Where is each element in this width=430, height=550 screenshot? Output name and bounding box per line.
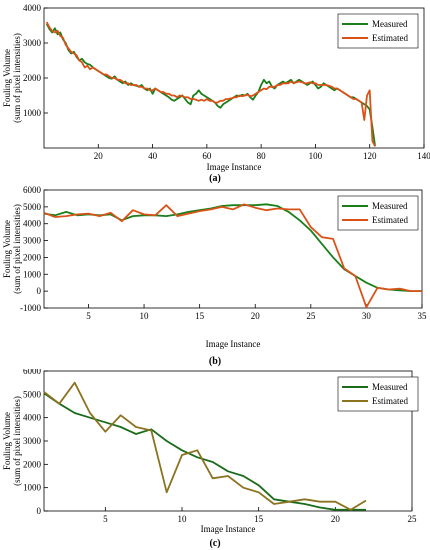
- x-axis-label: Image Instance: [207, 162, 262, 172]
- y-tick-label: 5000: [23, 202, 42, 212]
- x-tick-label: 35: [418, 311, 428, 321]
- legend-label-measured: Measured: [372, 19, 408, 29]
- plot-frame: [43, 189, 423, 309]
- x-tick-label: 20: [331, 514, 341, 524]
- y-axis-label-sub: (sum of pixel intensities): [12, 204, 22, 294]
- y-axis-label-sub: (sum of pixel intensities): [12, 33, 22, 123]
- legend: Measured Estimated: [337, 376, 419, 412]
- series-line-estimated: [45, 21, 376, 147]
- x-tick-label: 10: [140, 311, 150, 321]
- legend-label-measured: Measured: [372, 382, 408, 392]
- y-tick-label: 4000: [23, 219, 42, 229]
- x-tick-label: 5: [103, 514, 108, 524]
- x-tick-label: 10: [178, 514, 188, 524]
- y-tick-label: 2000: [23, 252, 42, 262]
- legend-label-estimated: Estimated: [372, 215, 408, 225]
- y-tick-label: 2000: [23, 459, 42, 469]
- x-tick-label: 80: [257, 151, 267, 161]
- y-tick-label: 6000: [23, 185, 42, 195]
- x-tick-label: 15: [195, 311, 205, 321]
- legend-box: [337, 376, 419, 412]
- y-tick-label: 1000: [23, 108, 42, 118]
- x-tick-label: 30: [362, 311, 372, 321]
- y-tick-label: 1000: [23, 483, 42, 493]
- y-tick-label: 3000: [23, 436, 42, 446]
- x-tick-label: 120: [363, 151, 377, 161]
- x-tick-label: 140: [417, 151, 430, 161]
- x-tick-label: 25: [306, 311, 316, 321]
- legend-label-measured: Measured: [372, 201, 408, 211]
- x-tick-label: 20: [251, 311, 261, 321]
- x-tick-label: 15: [254, 514, 264, 524]
- x-tick-label: 20: [94, 151, 104, 161]
- x-tick-label: 25: [408, 514, 418, 524]
- series-line-estimated: [43, 203, 422, 309]
- x-axis-label: Image Instance: [206, 339, 261, 349]
- y-tick-label: 3000: [23, 38, 42, 48]
- chart-panel-c: 0 1000 2000 3000 4000 5000 6000 5 10 15 20 25 Image …: [2, 369, 419, 549]
- series-line-measured: [43, 392, 366, 511]
- y-tick-label: -1000: [20, 303, 41, 313]
- legend: Measured Estimated: [337, 195, 419, 231]
- chart-panel-a: 1000 2000 3000 4000 20 40 60 80 100 120 140 Image I…: [2, 3, 430, 184]
- y-tick-label: 0: [37, 506, 42, 516]
- x-tick-label: 60: [202, 151, 212, 161]
- y-tick-label: 3000: [23, 236, 42, 246]
- chart-panel-b: -1000 0 1000 2000 3000 4000 5000 6000 5 10 15 20 25 3…: [2, 185, 428, 367]
- panel-label: (b): [209, 356, 221, 367]
- legend: Measured Estimated: [337, 13, 419, 49]
- panel-label: (a): [209, 173, 221, 184]
- x-axis-label: Image Instance: [201, 524, 256, 534]
- legend-label-estimated: Estimated: [372, 396, 408, 406]
- legend-label-estimated: Estimated: [372, 33, 408, 43]
- y-tick-label: 5000: [23, 389, 42, 399]
- panel-label: (c): [209, 538, 220, 549]
- y-axis-label-sub: (sum of pixel intensities): [12, 396, 22, 486]
- y-tick-label: 0: [37, 286, 42, 296]
- x-tick-label: 100: [309, 151, 323, 161]
- x-tick-label: 5: [86, 311, 91, 321]
- y-tick-label: 2000: [23, 73, 42, 83]
- y-axis-label: Fouling Volume: [2, 412, 12, 470]
- y-tick-label: 1000: [23, 269, 42, 279]
- legend-box: [337, 195, 419, 231]
- legend-box: [337, 13, 419, 49]
- x-tick-label: 40: [148, 151, 158, 161]
- y-tick-label: 4000: [23, 413, 42, 423]
- y-axis-label: Fouling Volume: [2, 220, 12, 278]
- y-tick-label: 4000: [23, 3, 42, 13]
- series-line-estimated: [43, 381, 367, 511]
- y-tick-label: 6000: [23, 369, 42, 376]
- y-axis-label: Fouling Volume: [2, 49, 12, 107]
